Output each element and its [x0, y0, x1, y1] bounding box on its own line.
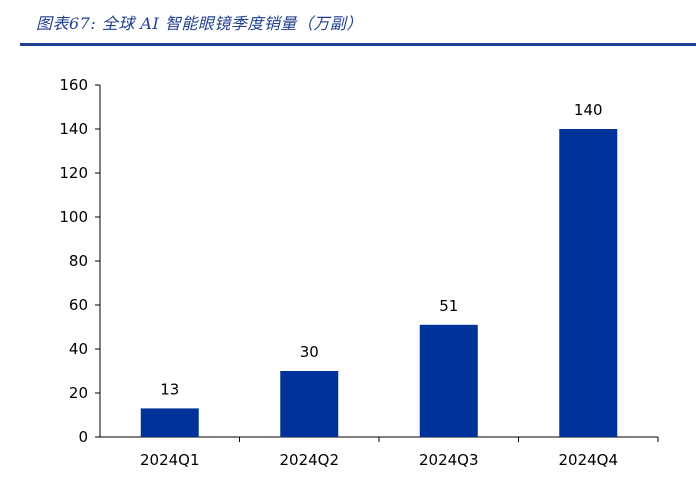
y-axis-ticks: 0 20 40 60 80 100 120 140 160	[59, 76, 100, 446]
chart-bars	[140, 129, 618, 437]
data-label: 51	[439, 297, 458, 315]
y-tick-label: 100	[59, 208, 88, 226]
x-axis-ticks: 2024Q1 2024Q2 2024Q3 2024Q4	[140, 437, 659, 469]
x-tick-label: 2024Q1	[140, 451, 200, 469]
y-tick-label: 40	[69, 340, 88, 358]
y-tick-label: 80	[69, 252, 88, 270]
x-tick-label: 2024Q2	[279, 451, 339, 469]
x-tick-label: 2024Q4	[558, 451, 618, 469]
y-tick-label: 20	[69, 384, 88, 402]
figure-title: 图表67: 全球 AI 智能眼镜季度销量（万副）	[36, 14, 363, 33]
data-label: 13	[160, 380, 179, 398]
y-tick-label: 120	[59, 164, 88, 182]
y-tick-label: 0	[78, 428, 88, 446]
bar-2024q2	[280, 371, 339, 437]
data-labels: 13 30 51 140	[160, 101, 602, 398]
y-tick-label: 140	[59, 120, 88, 138]
bar-2024q4	[559, 129, 618, 437]
bar-2024q1	[140, 408, 199, 437]
title-divider	[20, 43, 696, 46]
x-tick-label: 2024Q3	[419, 451, 479, 469]
y-tick-label: 60	[69, 296, 88, 314]
data-label: 30	[300, 343, 319, 361]
data-label: 140	[574, 101, 603, 119]
y-tick-label: 160	[59, 76, 88, 94]
bar-2024q3	[419, 324, 478, 437]
